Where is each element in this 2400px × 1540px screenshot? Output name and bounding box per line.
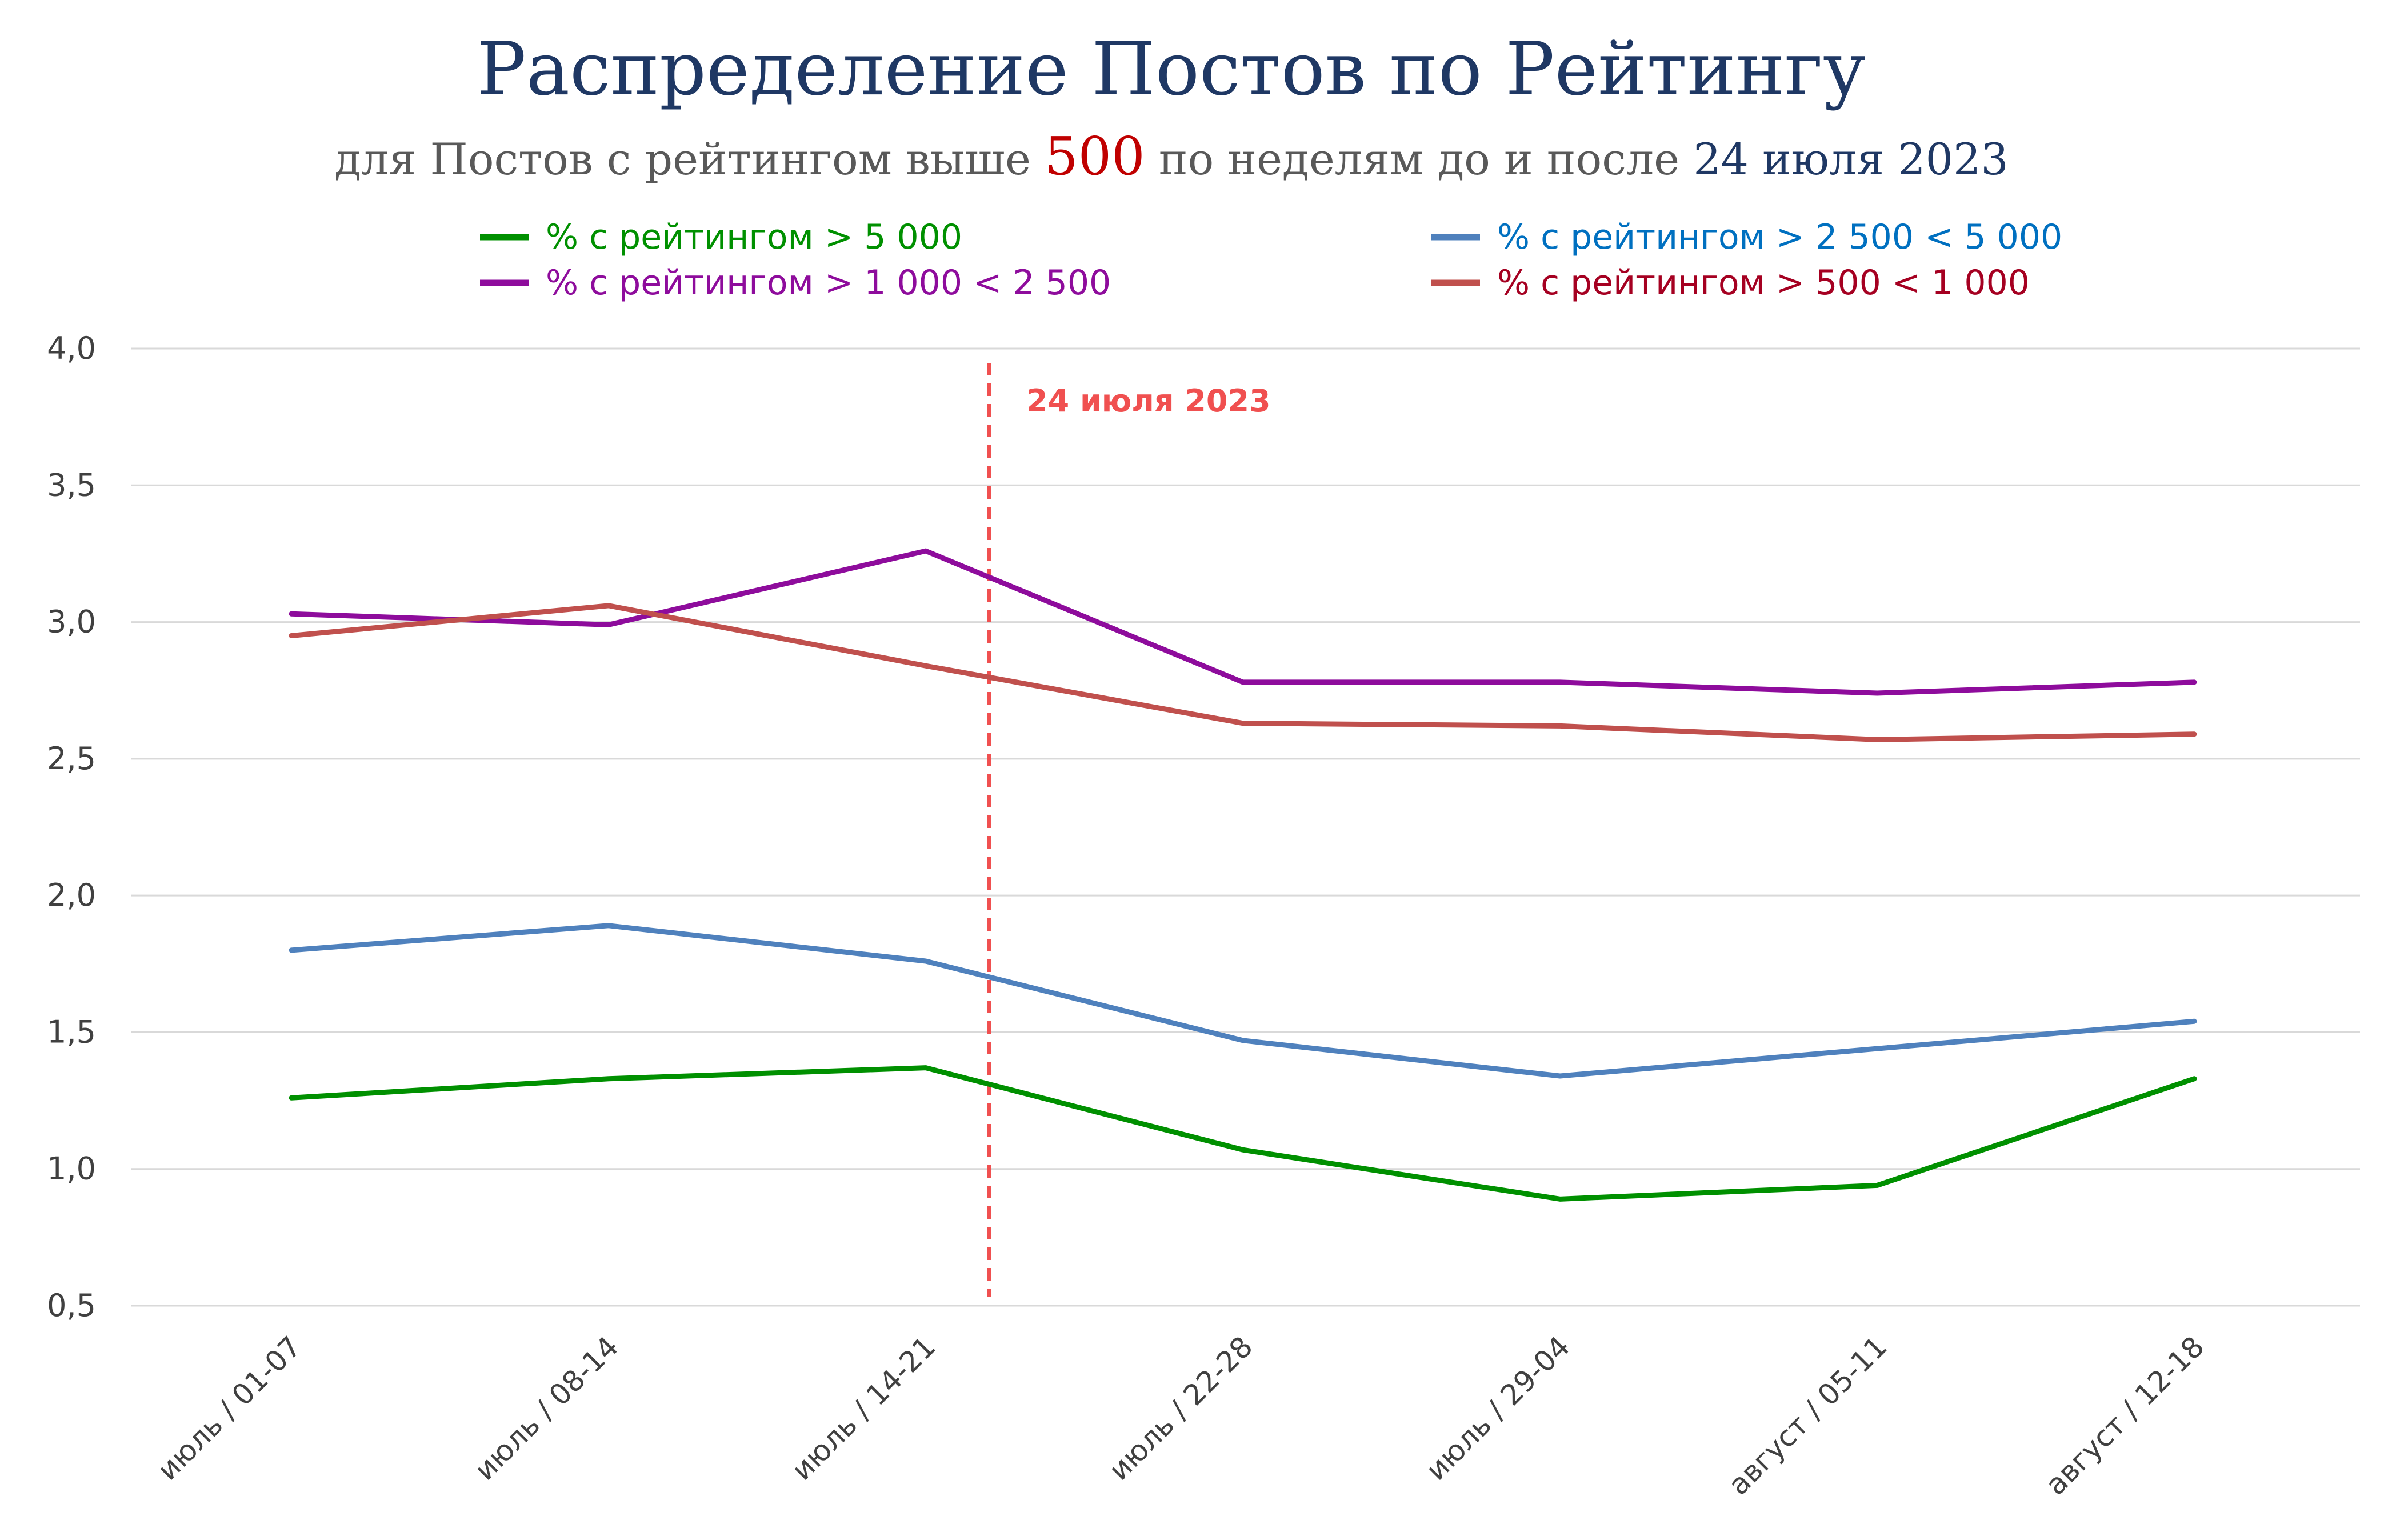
series-line xyxy=(289,1065,2197,1202)
chart-title: Распределение Постов по Рейтингу xyxy=(477,27,1866,112)
y-tick-label: 2,0 xyxy=(47,877,96,913)
y-tick-label: 4,0 xyxy=(47,330,96,366)
x-tick-label: август / 12-18 xyxy=(2039,1330,2210,1501)
subtitle-part2: по неделям до и после xyxy=(1145,134,1694,185)
annotation-label: 24 июля 2023 xyxy=(1026,383,1271,419)
chart-subtitle: для Постов с рейтингом выше 500 по недел… xyxy=(334,126,2008,187)
x-tick-label: июль / 29-04 xyxy=(1419,1330,1576,1486)
x-axis: июль / 01-07 июль / 08-14 июль / 14-21 июль… xyxy=(151,1330,2210,1501)
subtitle-highlight: 500 xyxy=(1045,126,1145,187)
y-tick-label: 1,5 xyxy=(47,1014,96,1050)
series-line xyxy=(289,603,2197,742)
subtitle-part1: для Постов с рейтингом выше xyxy=(334,134,1045,185)
series-lines xyxy=(289,548,2197,1202)
y-axis: 0,5 1,0 1,5 2,0 2,5 3,0 3,5 4,0 xyxy=(47,330,96,1323)
y-tick-label: 3,0 xyxy=(47,604,96,640)
x-tick-label: июль / 14-21 xyxy=(785,1330,942,1486)
x-tick-label: июль / 08-14 xyxy=(468,1330,625,1486)
y-tick-label: 3,5 xyxy=(47,467,96,503)
legend-label: % с рейтингом > 5 000 xyxy=(546,217,962,257)
subtitle-date: 24 июля 2023 xyxy=(1693,134,2008,185)
x-tick-label: июль / 22-28 xyxy=(1102,1330,1259,1486)
x-tick-label: июль / 01-07 xyxy=(151,1330,307,1486)
series-line xyxy=(289,923,2197,1079)
gridlines xyxy=(131,347,2360,1307)
y-tick-label: 0,5 xyxy=(47,1287,96,1323)
x-tick-label: август / 05-11 xyxy=(1722,1330,1893,1501)
series-line xyxy=(289,548,2197,696)
y-tick-label: 2,5 xyxy=(47,741,96,777)
annotation: 24 июля 2023 xyxy=(987,363,1271,1297)
legend: % с рейтингом > 5 000 % с рейтингом > 1 0… xyxy=(480,217,2062,303)
legend-label: % с рейтингом > 2 500 < 5 000 xyxy=(1497,217,2062,257)
legend-label: % с рейтингом > 500 < 1 000 xyxy=(1497,263,2030,303)
legend-label: % с рейтингом > 1 000 < 2 500 xyxy=(546,263,1111,303)
y-tick-label: 1,0 xyxy=(47,1151,96,1187)
